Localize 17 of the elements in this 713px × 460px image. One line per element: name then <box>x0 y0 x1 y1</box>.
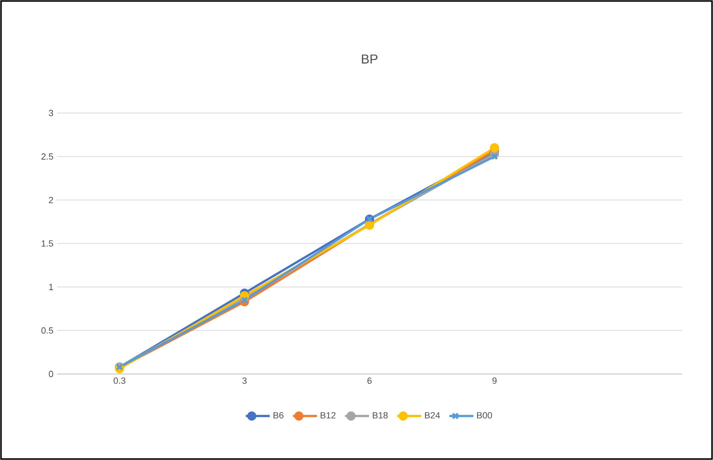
legend-label: B6 <box>274 412 284 418</box>
legend-label: B12 <box>320 412 336 418</box>
y-tick-label: 0.5 <box>41 327 54 334</box>
legend-label: B00 <box>477 412 492 418</box>
y-tick-label: 0 <box>48 370 54 378</box>
legend-label: B24 <box>425 412 440 418</box>
chart-title: BP <box>362 54 378 64</box>
x-tick-label: 9 <box>492 378 497 384</box>
y-tick-label: 1 <box>49 284 54 290</box>
x-tick-label: 6 <box>367 378 372 384</box>
x-tick-label: 3 <box>242 378 247 384</box>
y-tick-label: 2.5 <box>41 153 54 160</box>
y-tick-label: 3 <box>48 110 54 116</box>
y-tick-label: 1.5 <box>42 240 54 247</box>
legend-label: B18 <box>372 412 388 418</box>
y-tick-label: 2 <box>48 196 54 204</box>
x-tick-label: 0.3 <box>114 378 126 384</box>
